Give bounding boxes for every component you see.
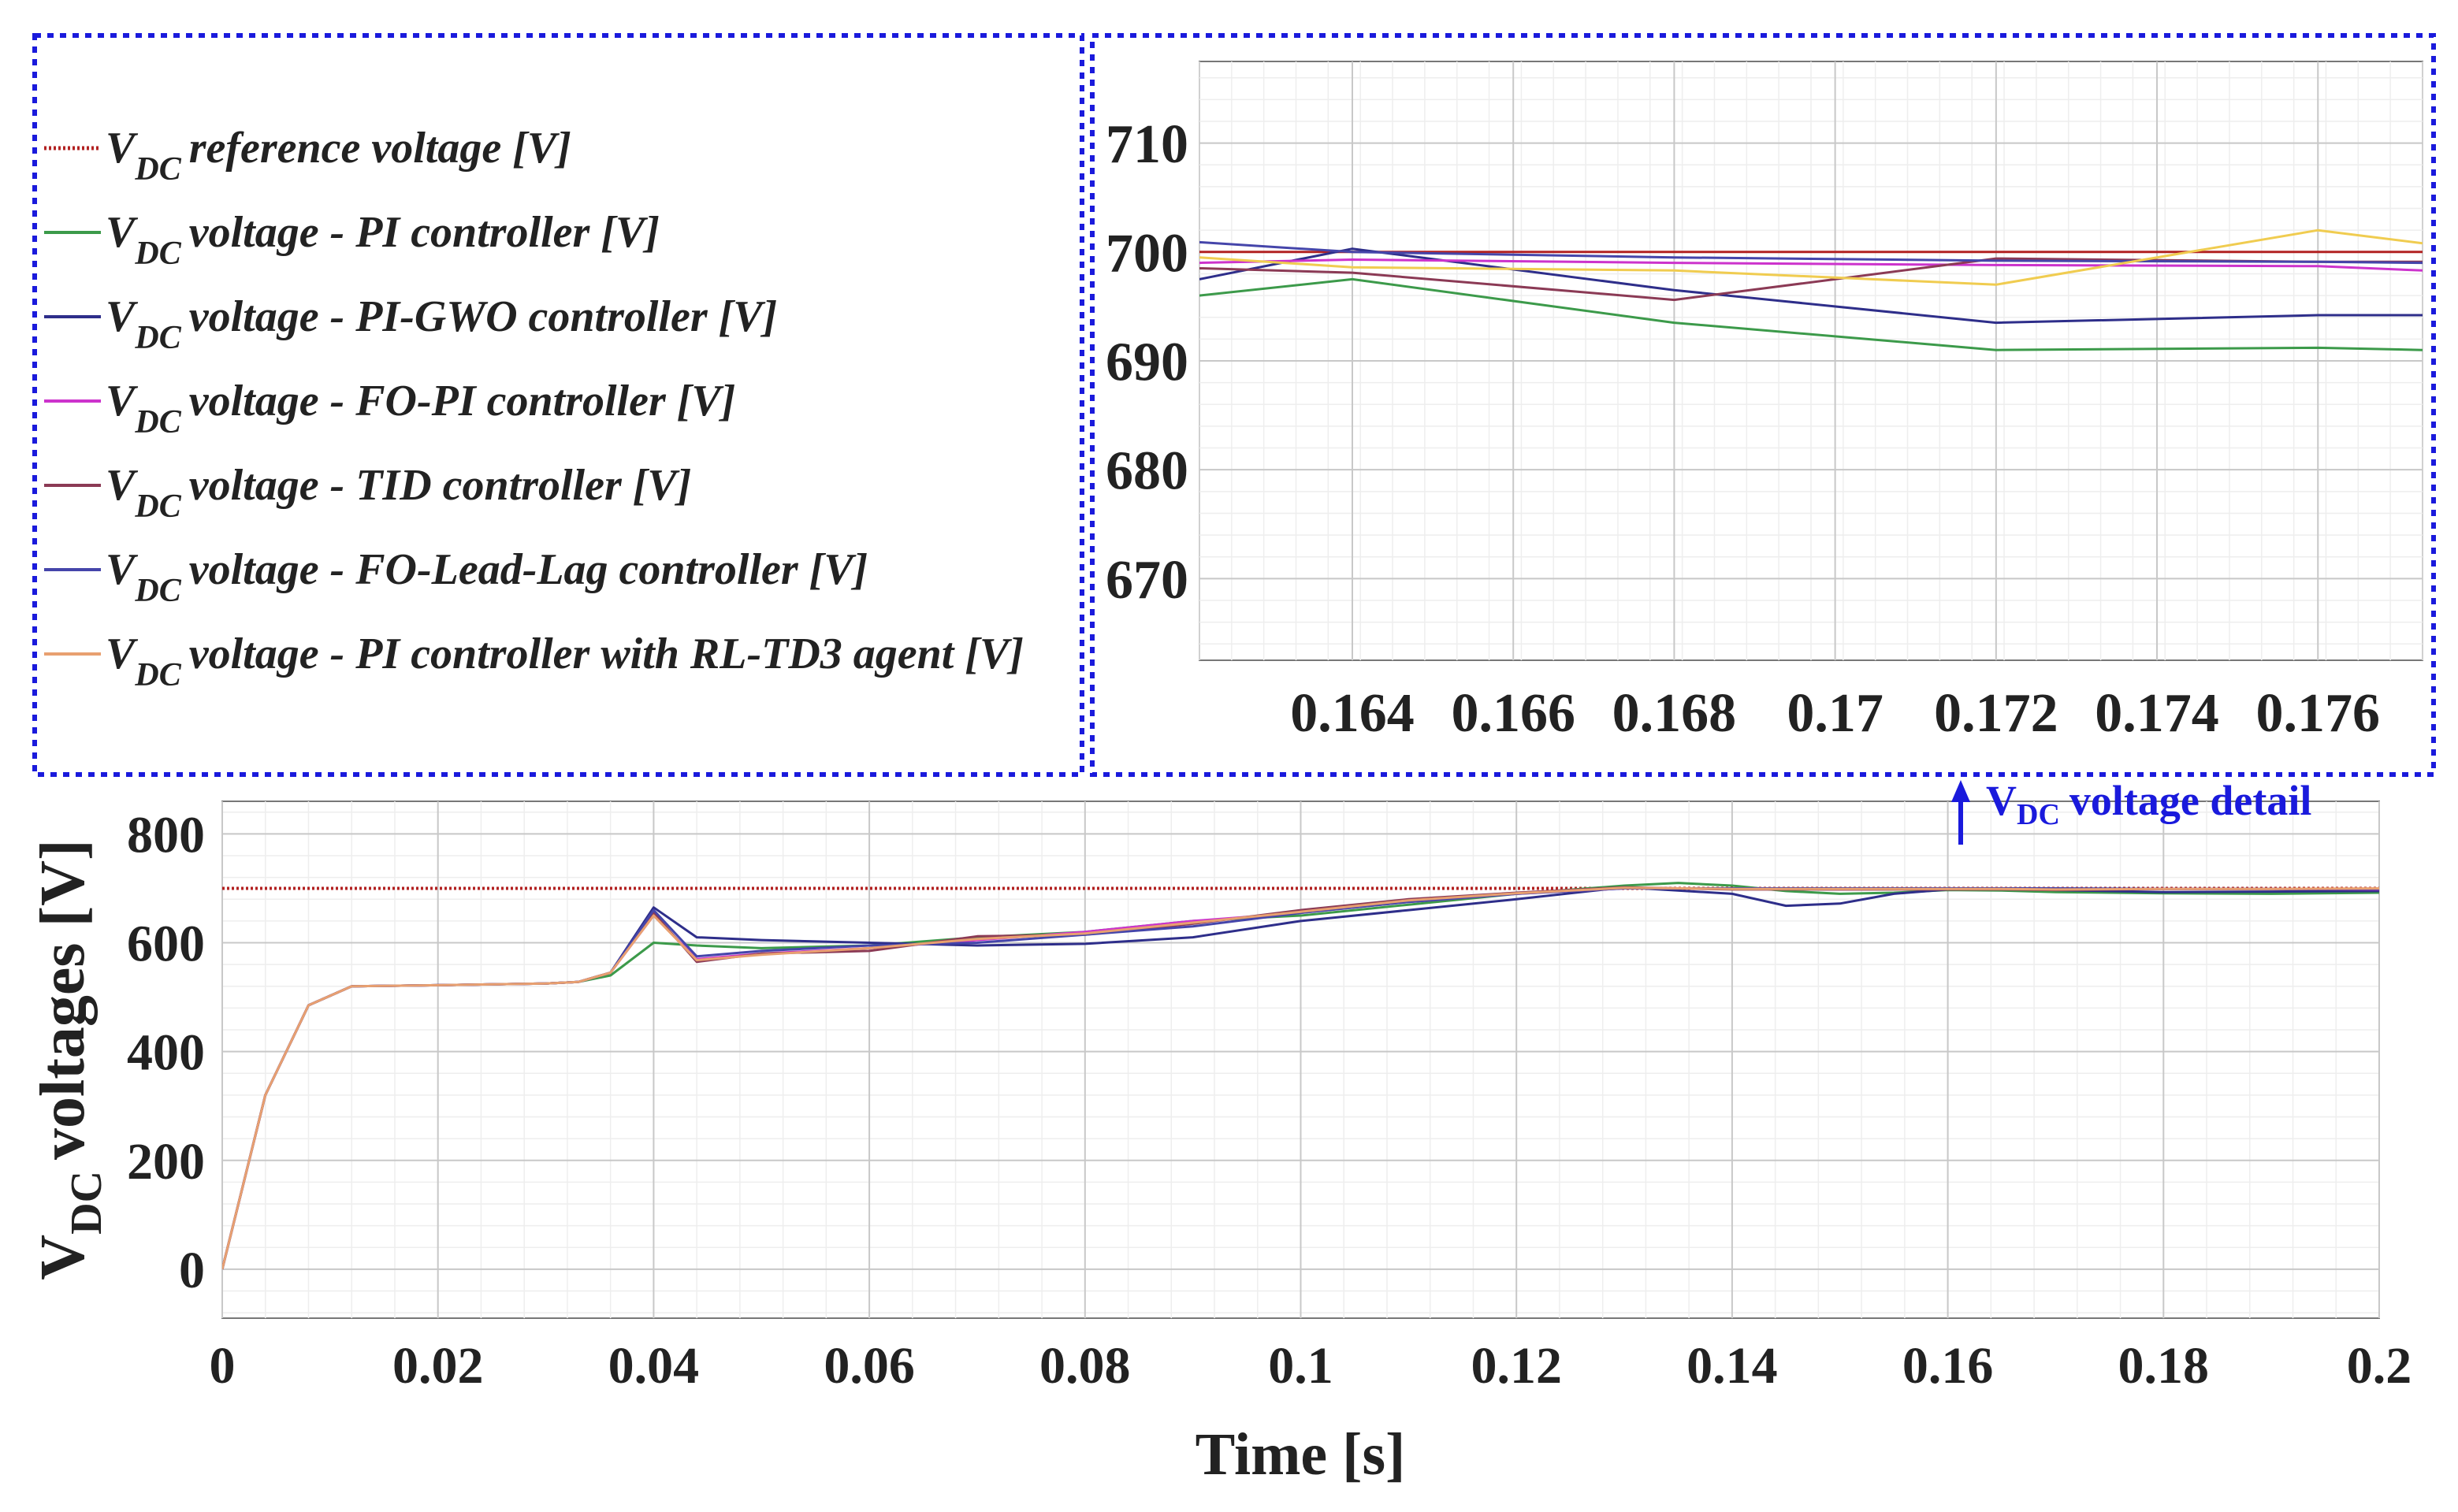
main-tick-labels: 0 0.02 0.04 0.06 0.08 0.1 0.12 0.14 0.16 0.18 0.2 0…: [127, 807, 2412, 1395]
legend-sub: DC: [134, 320, 181, 356]
inset-lines: [1199, 228, 2423, 351]
legend-text: voltage - FO-Lead-Lag controller [V]: [189, 545, 868, 594]
y-axis-label-sub: DC: [62, 1171, 111, 1235]
x-tick-label: 0.14: [1686, 1337, 1778, 1395]
legend-entry-4: VDC voltage - FO-PI controller [V]: [106, 377, 735, 440]
series-line-3: [1199, 247, 2423, 325]
x-tick-label: 0.04: [608, 1337, 700, 1395]
legend-prefix: V: [106, 461, 139, 510]
x-tick-label: 0.02: [392, 1337, 484, 1395]
x-tick-label: 0.164: [1290, 683, 1415, 744]
x-axis-label: Time [s]: [1196, 1421, 1406, 1488]
y-tick-label: 710: [1106, 114, 1188, 175]
legend-prefix: V: [106, 630, 139, 678]
legend-text: reference voltage [V]: [189, 124, 571, 173]
y-tick-label: 680: [1106, 441, 1188, 502]
y-axis-label-text: voltages [V]: [28, 839, 98, 1160]
legend-sub: DC: [134, 573, 181, 609]
x-tick-label: 0.172: [1934, 683, 2058, 744]
legend-text: voltage - PI controller [V]: [189, 208, 660, 257]
legend-sub: DC: [134, 657, 181, 693]
inset-chart: 0.164 0.166 0.168 0.17 0.172 0.174 0.176 670 680…: [1106, 61, 2423, 744]
legend-prefix: V: [106, 377, 139, 425]
x-tick-label: 0.168: [1612, 683, 1737, 744]
annotation-prefix: V: [1986, 777, 2017, 824]
annotation-arrow-head: [1951, 780, 1970, 802]
y-tick-label: 690: [1106, 332, 1188, 393]
y-axis-label-prefix: V: [28, 1235, 98, 1280]
legend-entry-5: VDC voltage - TID controller [V]: [106, 461, 691, 525]
inset-tick-labels: 0.164 0.166 0.168 0.17 0.172 0.174 0.176 670 680…: [1106, 114, 2380, 744]
legend-sub: DC: [134, 404, 181, 440]
annotation-text: voltage detail: [2069, 777, 2311, 824]
series-line-4: [1199, 258, 2423, 272]
x-tick-label: 0.06: [824, 1337, 915, 1395]
y-tick-label: 400: [127, 1024, 205, 1082]
y-tick-label: 600: [127, 916, 205, 973]
y-tick-label: 200: [127, 1133, 205, 1191]
y-tick-label: 800: [127, 807, 205, 864]
legend: VDC reference voltage [V]VDC voltage - PI …: [44, 124, 1024, 693]
legend-sub: DC: [134, 151, 181, 188]
x-tick-label: 0.176: [2256, 683, 2381, 744]
legend-prefix: V: [106, 545, 139, 594]
series-line-2: [1199, 277, 2423, 351]
detail-annotation: VDC voltage detail: [1951, 777, 2311, 845]
x-tick-label: 0.166: [1451, 683, 1575, 744]
x-tick-label: 0.16: [1902, 1337, 1994, 1395]
main-chart: 0 0.02 0.04 0.06 0.08 0.1 0.12 0.14 0.16 0.18 0.2 0…: [28, 801, 2412, 1488]
y-tick-label: 670: [1106, 550, 1188, 611]
legend-text: voltage - FO-PI controller [V]: [189, 377, 736, 425]
series-line-6: [1199, 240, 2423, 265]
x-tick-label: 0: [210, 1337, 236, 1395]
legend-entry-3: VDC voltage - PI-GWO controller [V]: [106, 292, 777, 356]
svg-text:VDCvoltage detail: VDC voltage detail: [1986, 777, 2311, 831]
x-tick-label: 0.12: [1471, 1337, 1562, 1395]
x-tick-label: 0.2: [2347, 1337, 2412, 1395]
legend-sub: DC: [134, 489, 181, 525]
legend-sub: DC: [134, 236, 181, 272]
x-tick-label: 0.08: [1039, 1337, 1131, 1395]
y-axis-label: VDC voltages [V]: [28, 839, 111, 1280]
main-lines: [222, 882, 2379, 1270]
series-line-7: [222, 886, 2379, 1270]
legend-text: voltage - TID controller [V]: [189, 461, 692, 510]
legend-text: voltage - PI controller with RL-TD3 agen…: [189, 630, 1024, 678]
inset-frame: [1090, 33, 2436, 777]
svg-text:VDCvoltages [V]: VDC voltages [V]: [28, 839, 111, 1280]
legend-prefix: V: [106, 124, 139, 173]
x-tick-label: 0.174: [2095, 683, 2219, 744]
y-tick-label: 0: [179, 1242, 205, 1299]
annotation-sub: DC: [2017, 798, 2060, 831]
inset-grid: [1199, 61, 2423, 660]
legend-frame: [32, 33, 1084, 777]
y-tick-label: 700: [1106, 223, 1188, 284]
legend-text: voltage - PI-GWO controller [V]: [189, 292, 778, 341]
x-tick-label: 0.18: [2118, 1337, 2210, 1395]
x-tick-label: 0.1: [1268, 1337, 1333, 1395]
x-tick-label: 0.17: [1787, 683, 1883, 744]
legend-entry-6: VDC voltage - FO-Lead-Lag controller [V]: [106, 545, 868, 609]
legend-prefix: V: [106, 208, 139, 257]
legend-entry-1: VDC reference voltage [V]: [106, 124, 571, 188]
legend-prefix: V: [106, 292, 139, 341]
legend-entry-7: VDC voltage - PI controller with RL-TD3 a…: [106, 630, 1024, 693]
series-line-7: [1199, 228, 2423, 286]
legend-entry-2: VDC voltage - PI controller [V]: [106, 208, 660, 272]
